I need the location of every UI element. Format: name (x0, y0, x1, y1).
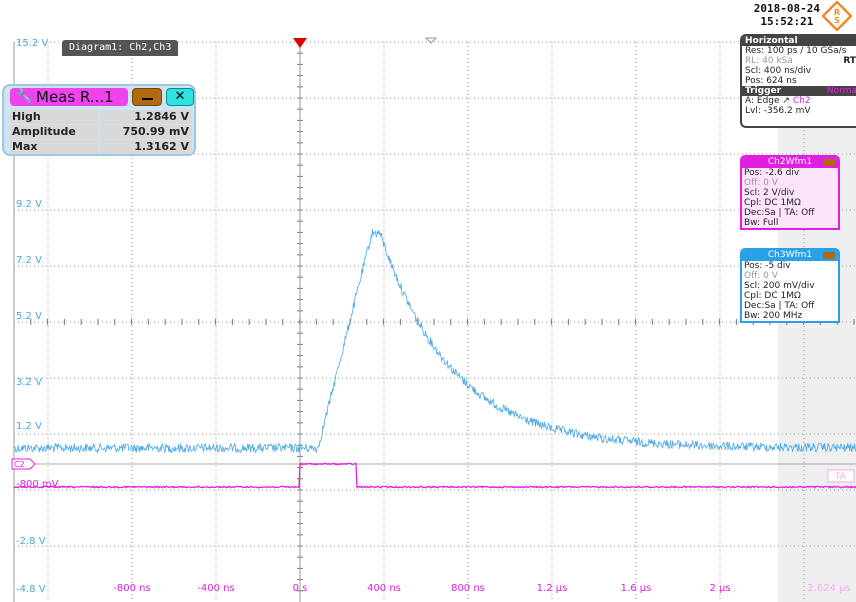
voltage-label: 1.2 V (16, 421, 42, 432)
ch2-coupling: Cpl: DC 1MΩ (744, 198, 801, 208)
voltage-label: 7.2 V (16, 255, 42, 266)
measurement-label: High (10, 110, 98, 124)
position-text: Pos: 624 ns (745, 76, 797, 86)
measurement-value: 1.2846 V (100, 110, 192, 124)
measurement-row-max: Max 1.3162 V (10, 140, 192, 154)
ch2-waveform-panel[interactable]: Ch2Wfm1 Pos: -2.6 div Off: 0 V Scl: 2 V/… (740, 155, 840, 230)
time-axis-label: -400 ns (197, 583, 234, 594)
ch3-coupling: Cpl: DC 1MΩ (744, 291, 801, 301)
trigger-title: Trigger (745, 86, 782, 96)
measurement-value: 750.99 mV (100, 125, 192, 139)
ch3-decimation: Dec:Sa | TA: Off (744, 301, 815, 311)
ch3-offset: Off: 0 V (744, 271, 778, 281)
record-length-text: RL: 40 kSa (745, 56, 793, 66)
ch2-level-marker: C2 (11, 458, 36, 470)
horizontal-reference-icon (424, 37, 438, 44)
time-axis-label: 0 s (293, 583, 308, 594)
ch2-decimation: Dec:Sa | TA: Off (744, 208, 815, 218)
ch2-marker-shape (11, 458, 36, 470)
time-axis-label: 1.2 µs (537, 583, 568, 594)
voltage-label: 3.2 V (16, 377, 42, 388)
trigger-level: Lvl: -356.2 mV (745, 106, 811, 116)
close-button[interactable]: ✕ (166, 88, 194, 106)
ch3-waveform-panel[interactable]: Ch3Wfm1 Pos: -5 div Off: 0 V Scl: 200 mV… (740, 248, 840, 323)
measurement-title[interactable]: 🔧 Meas R...1 (10, 88, 128, 106)
time-axis-label: -800 ns (113, 583, 150, 594)
ch2-panel-header: Ch2Wfm1 (742, 157, 838, 168)
rs-logo-icon: R S (822, 1, 852, 31)
voltage-label: -4.8 V (16, 584, 46, 595)
wrench-icon[interactable]: 🔧 (16, 89, 33, 104)
svg-text:S: S (834, 16, 840, 25)
trigger-mode: Norma (826, 86, 856, 96)
record-length: RL: 40 kSa RT (742, 56, 856, 66)
rising-edge-icon: ↗ (782, 96, 790, 106)
time-axis-label: 2.624 µs (807, 583, 850, 594)
voltage-label: 15.2 V (16, 38, 48, 49)
minimize-icon[interactable] (823, 159, 835, 166)
trigger-source: Ch2 (792, 96, 811, 106)
diagram-tab[interactable]: Diagram1: Ch2,Ch3 (62, 40, 179, 56)
time-axis-label: 400 ns (367, 583, 401, 594)
trigger-header: Trigger Norma (742, 86, 856, 96)
voltage-label: 5.2 V (16, 311, 42, 322)
ch2-position: Pos: -2.6 div (744, 168, 800, 178)
ch3-bandwidth: Bw: 200 MHz (744, 311, 803, 321)
voltage-label: -2.8 V (16, 536, 46, 547)
ta-marker-box (827, 469, 855, 483)
minimize-button[interactable] (132, 88, 162, 106)
trigger-edge: A: Edge ↗ Ch2 (742, 96, 856, 106)
ch2-marker-label: C2 (14, 460, 25, 469)
measurement-title-text: Meas R...1 (36, 88, 114, 106)
ch3-waveform (13, 229, 856, 454)
ch3-panel-header: Ch3Wfm1 (742, 250, 838, 261)
trigger-position-icon (293, 38, 307, 48)
ch3-position: Pos: -5 div (744, 261, 791, 271)
scale-text: Scl: 400 ns/div (745, 66, 812, 76)
time-axis-label: 2 µs (709, 583, 730, 594)
measurement-row-high: High 1.2846 V (10, 110, 192, 124)
measurement-results-window[interactable]: 🔧 Meas R...1 ✕ High 1.2846 V Amplitude 7… (2, 84, 196, 156)
measurement-value: 1.3162 V (100, 140, 192, 154)
minimize-icon (142, 98, 153, 100)
waveform-diagram[interactable]: 15.2 V11.2 V9.2 V7.2 V5.2 V3.2 V1.2 V-80… (0, 36, 856, 602)
voltage-label: -800 mV (16, 479, 59, 490)
time-text: 15:52:21 (760, 15, 814, 28)
measurement-label: Amplitude (10, 125, 98, 139)
ch3-scale: Scl: 200 mV/div (744, 281, 815, 291)
horizontal-title: Horizontal (742, 36, 856, 46)
minimize-icon[interactable] (823, 252, 835, 259)
measurement-header: 🔧 Meas R...1 ✕ (10, 88, 194, 106)
rt-text: RT (843, 56, 856, 66)
top-status-bar: 2018-08-24 15:52:21 R S (0, 0, 856, 36)
date-text: 2018-08-24 (753, 2, 820, 15)
ta-marker: TA (827, 469, 855, 483)
datetime: 2018-08-24 15:52:21 (754, 2, 820, 28)
time-axis-label: 1.6 µs (621, 583, 652, 594)
ch2-bandwidth: Bw: Full (744, 218, 779, 228)
ch2-offset: Off: 0 V (744, 178, 778, 188)
ch2-title: Ch2Wfm1 (767, 157, 813, 167)
ch2-waveform (13, 462, 856, 489)
resolution-text: Res: 100 ps / 10 GSa/s (745, 46, 847, 56)
ta-marker-label: TA (834, 472, 847, 482)
time-axis-label: 800 ns (451, 583, 485, 594)
trigger-edge-text: A: Edge (745, 96, 780, 106)
ch2-scale: Scl: 2 V/div (744, 188, 795, 198)
measurement-row-amplitude: Amplitude 750.99 mV (10, 125, 192, 139)
voltage-label: 9.2 V (16, 199, 42, 210)
svg-text:R: R (834, 8, 840, 17)
horizontal-trigger-panel[interactable]: Horizontal Res: 100 ps / 10 GSa/s RL: 40… (740, 34, 856, 128)
measurement-label: Max (10, 140, 98, 154)
ch3-title: Ch3Wfm1 (767, 250, 813, 260)
